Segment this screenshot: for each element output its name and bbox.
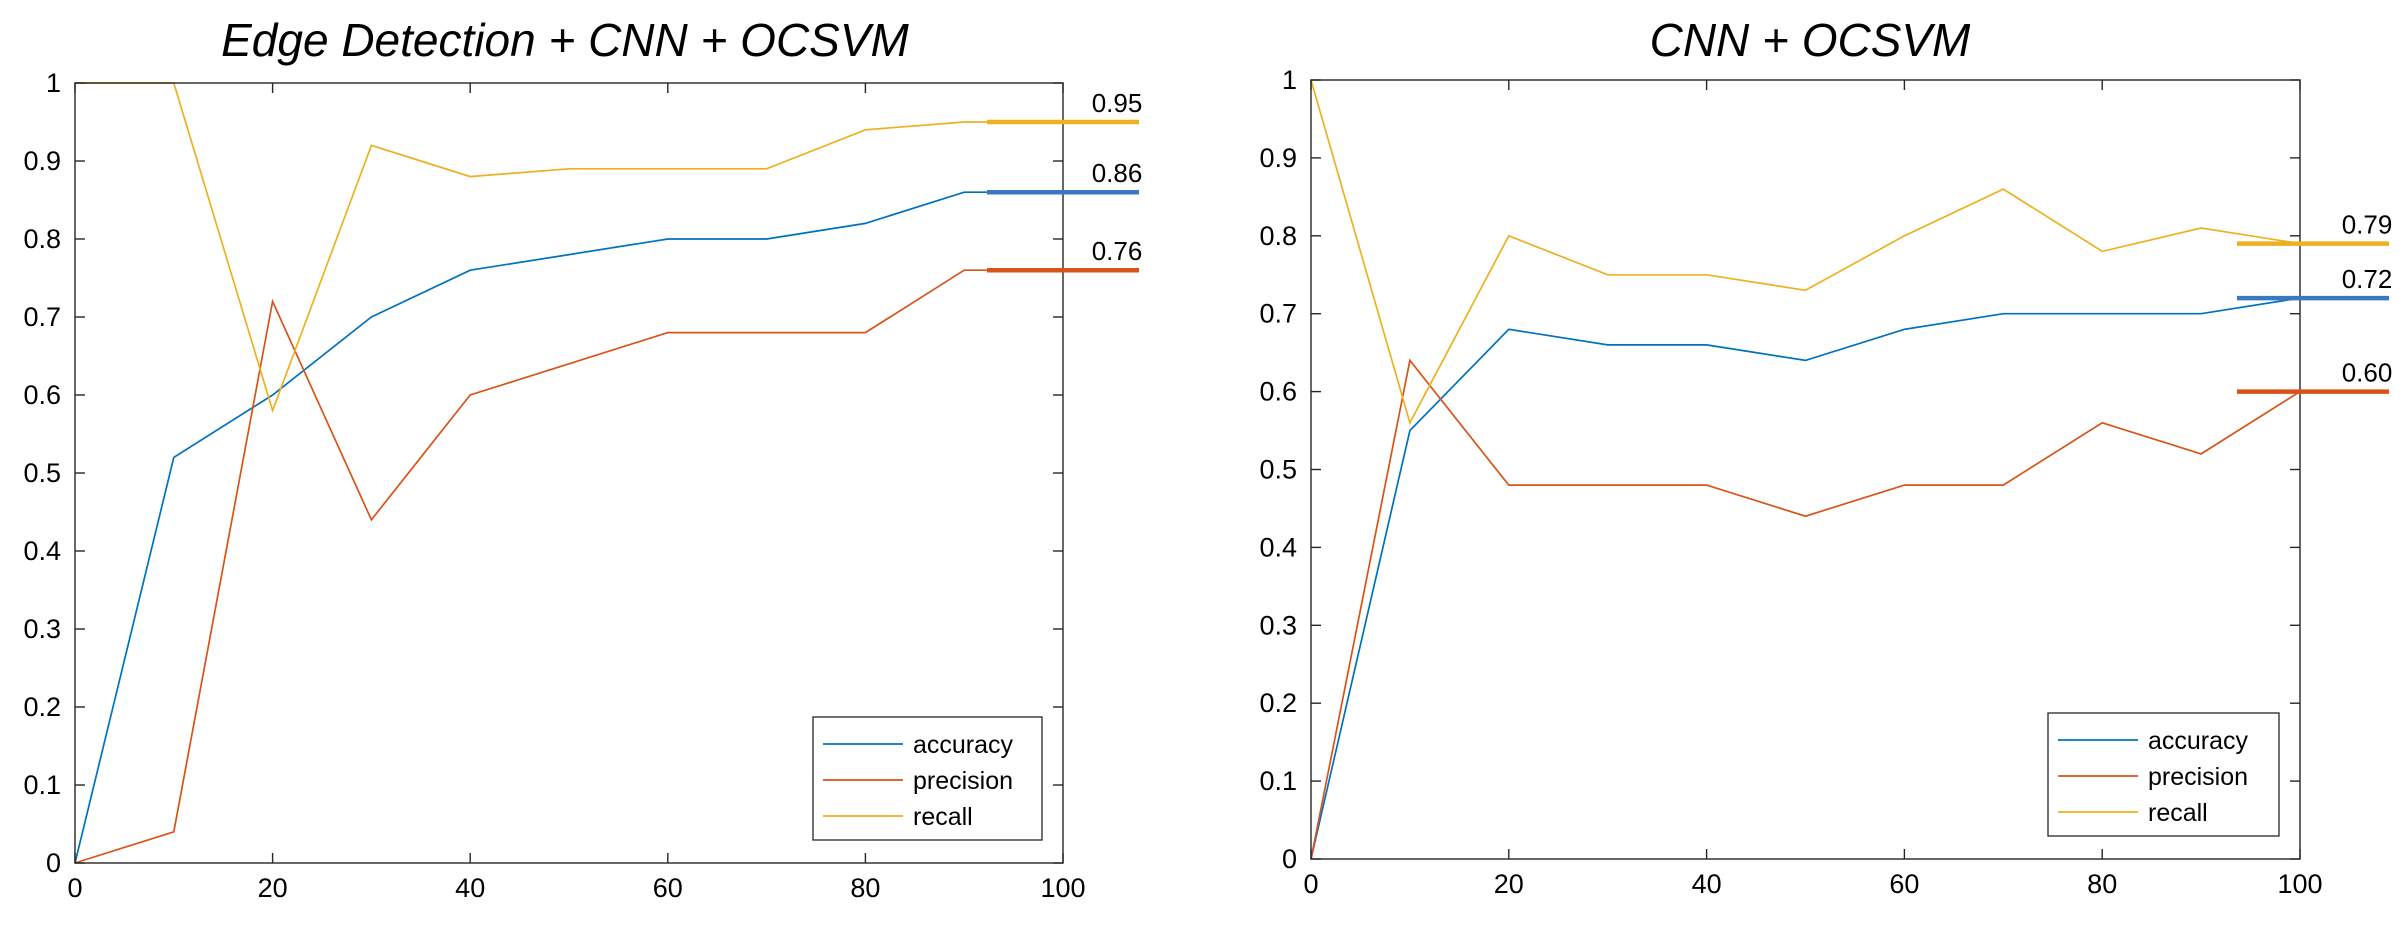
series-line-accuracy [1310, 297, 2301, 860]
y-tick-label: 0.4 [1259, 532, 1297, 562]
y-tick-label: 0.2 [1259, 688, 1297, 718]
y-tick-label: 1 [46, 68, 61, 98]
chart-title: CNN + OCSVM [1650, 14, 1971, 66]
x-tick-label: 80 [2087, 869, 2117, 899]
legend: accuracy precision recall [812, 716, 1043, 841]
series-line-accuracy [74, 191, 1063, 864]
legend-label-precision: precision [2148, 763, 2248, 791]
x-tick-label: 40 [455, 873, 485, 903]
x-tick-label: 20 [258, 873, 288, 903]
series-line-recall [75, 82, 1063, 414]
x-tick-label: 0 [67, 873, 82, 903]
x-tick-label: 100 [2277, 869, 2322, 899]
series-line-precision [74, 269, 1063, 864]
x-tick-label: 40 [1692, 869, 1722, 899]
legend-box [812, 716, 1043, 841]
y-tick-label: 0.4 [23, 536, 61, 566]
x-tick-label: 60 [1889, 869, 1919, 899]
y-tick-label: 0.5 [1259, 455, 1297, 485]
y-tick-label: 0.7 [23, 302, 61, 332]
x-tick-label: 0 [1303, 869, 1318, 899]
y-tick-label: 0.1 [1259, 766, 1297, 796]
annotation-label: 0.95 [1092, 88, 1143, 118]
annotation-label: 0.76 [1092, 236, 1143, 266]
legend-box [2047, 712, 2280, 837]
y-tick-label: 0 [46, 848, 61, 878]
legend-label-recall: recall [2148, 799, 2208, 827]
chart-title: Edge Detection + CNN + OCSVM [221, 14, 909, 66]
annotation-label: 0.79 [2342, 210, 2393, 240]
annotation-label: 0.60 [2342, 358, 2393, 388]
y-tick-label: 0.8 [23, 224, 61, 254]
y-tick-label: 1 [1282, 65, 1297, 95]
annotation-label: 0.86 [1092, 158, 1143, 188]
y-tick-label: 0.1 [23, 770, 61, 800]
x-tick-label: 20 [1494, 869, 1524, 899]
legend-label-accuracy: accuracy [2148, 727, 2249, 755]
y-tick-label: 0.9 [1259, 143, 1297, 173]
y-tick-label: 0.6 [1259, 377, 1297, 407]
y-tick-label: 0.8 [1259, 221, 1297, 251]
y-tick-label: 0.3 [1259, 610, 1297, 640]
legend-label-recall: recall [913, 803, 973, 831]
x-tick-label: 100 [1040, 873, 1085, 903]
legend-label-accuracy: accuracy [913, 731, 1014, 759]
chart-2: CNN + OCSVM 0 20 40 60 80 100 0 0.1 0.2 0.3 0.4 0.5 0… [1259, 14, 2392, 899]
legend-label-precision: precision [913, 767, 1013, 795]
y-tick-label: 0.9 [23, 146, 61, 176]
annotation-label: 0.72 [2342, 264, 2393, 294]
x-tick-label: 80 [850, 873, 880, 903]
series-line-precision [1310, 358, 2301, 860]
series-line-recall [1310, 79, 2301, 426]
y-tick-label: 0 [1282, 844, 1297, 874]
x-tick-label: 60 [653, 873, 683, 903]
y-tick-label: 0.6 [23, 380, 61, 410]
legend: accuracy precision recall [2047, 712, 2280, 837]
y-tick-label: 0.7 [1259, 299, 1297, 329]
y-tick-label: 0.2 [23, 692, 61, 722]
y-tick-label: 0.3 [23, 614, 61, 644]
y-tick-label: 0.5 [23, 458, 61, 488]
